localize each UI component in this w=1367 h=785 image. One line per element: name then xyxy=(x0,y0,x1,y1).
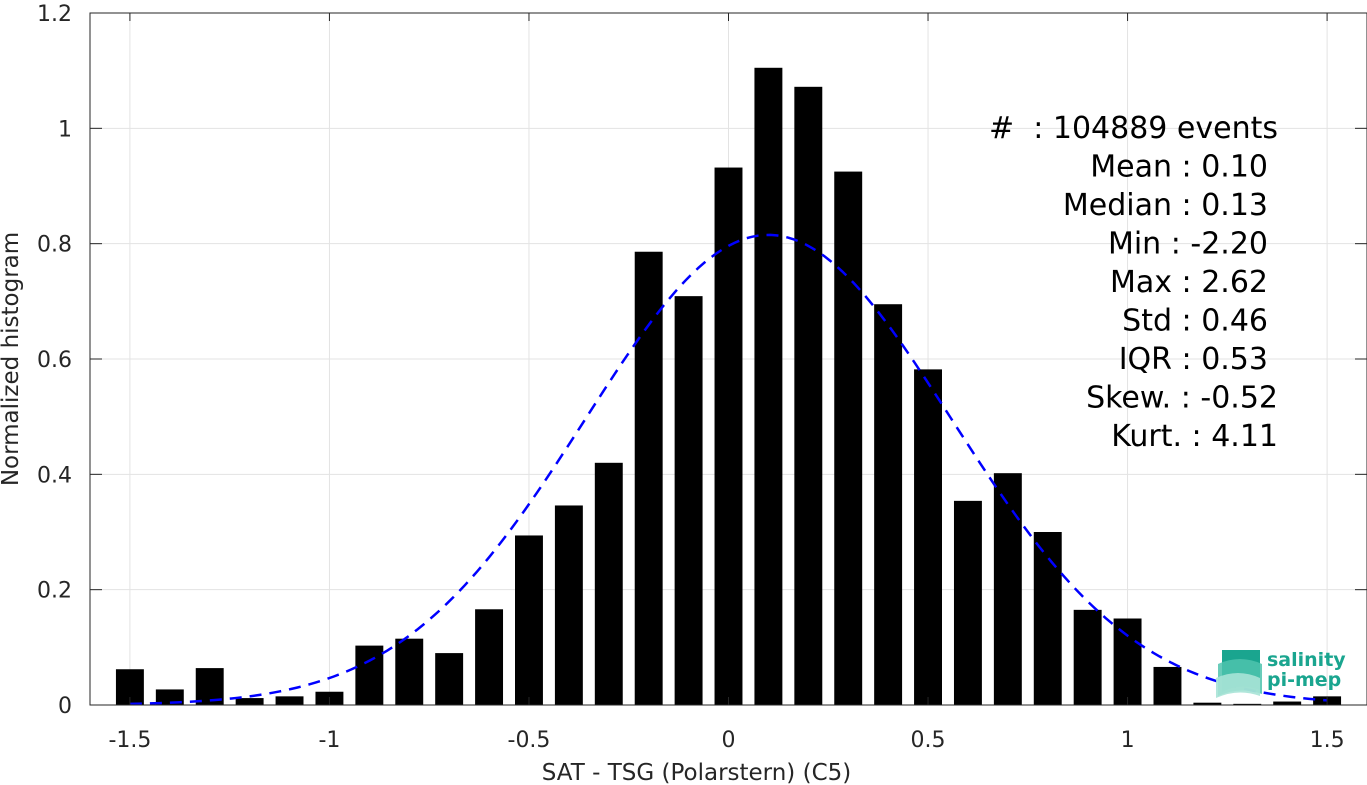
histogram-bar xyxy=(355,645,384,705)
logo-text-line1: salinity xyxy=(1267,649,1346,671)
histogram-bar xyxy=(1273,701,1302,705)
histogram-bar xyxy=(834,171,863,706)
histogram-bar xyxy=(515,535,543,705)
histogram-bar xyxy=(953,500,982,705)
histogram-bar xyxy=(395,638,424,705)
histogram-bar xyxy=(1073,609,1102,705)
histogram-bar xyxy=(674,296,703,705)
y-tick-label: 0 xyxy=(58,694,72,719)
stats-line: Mean : 0.10 xyxy=(1090,150,1268,185)
gaussian-fit-curve xyxy=(129,233,1328,706)
x-axis-label: SAT - TSG (Polarstern) (C5) xyxy=(542,760,851,785)
stats-line: IQR : 0.53 xyxy=(1119,342,1268,377)
x-tick-label: -1 xyxy=(318,728,340,753)
salinity-pi-mep-logo: salinity pi-mep xyxy=(1216,649,1346,698)
histogram-bar xyxy=(1193,702,1222,705)
histogram-bar xyxy=(594,462,623,705)
y-tick-label: 0.2 xyxy=(37,579,72,604)
x-tick-label: 0 xyxy=(722,728,736,753)
histogram-bar xyxy=(714,167,743,706)
histogram-bar xyxy=(554,505,583,705)
histogram-bar xyxy=(1033,532,1062,705)
y-tick-label: 1 xyxy=(58,117,72,142)
histogram-bar xyxy=(435,653,464,705)
stats-line: Skew. : -0.52 xyxy=(1086,381,1278,416)
stats-line: Kurt. : 4.11 xyxy=(1111,419,1278,454)
stats-line: Median : 0.13 xyxy=(1063,188,1268,223)
wave-icon xyxy=(1216,650,1262,698)
y-tick-labels: 0 0.2 0.4 0.6 0.8 1 1.2 xyxy=(37,2,72,719)
stats-line: Std : 0.46 xyxy=(1122,304,1268,339)
histogram-bar xyxy=(914,369,942,705)
histogram-bar xyxy=(1113,618,1142,705)
logo-text-line2: pi-mep xyxy=(1267,669,1341,691)
bars xyxy=(115,67,1342,706)
histogram-bar xyxy=(634,251,663,706)
y-tick-label: 0.4 xyxy=(37,463,72,488)
y-axis-label: Normalized histogram xyxy=(0,232,24,486)
x-tick-label: -1.5 xyxy=(108,728,151,753)
x-tick-label: -0.5 xyxy=(508,728,551,753)
histogram-bar xyxy=(874,304,903,705)
histogram-bar xyxy=(235,698,264,705)
histogram-bar xyxy=(155,689,184,705)
histogram-bar xyxy=(275,696,304,705)
y-tick-label: 1.2 xyxy=(37,2,72,27)
stats-line: Max : 2.62 xyxy=(1110,265,1268,300)
ticks xyxy=(90,12,1367,706)
histogram-bar xyxy=(475,609,504,705)
histogram-bar xyxy=(1233,703,1262,705)
stats-line: # : 104889 events xyxy=(989,111,1278,146)
x-tick-label: 1.5 xyxy=(1310,728,1345,753)
histogram-bar xyxy=(794,86,823,705)
histogram-bar xyxy=(1153,666,1182,705)
histogram-bar xyxy=(993,473,1022,705)
x-tick-labels: -1.5 -1 -0.5 0 0.5 1 1.5 xyxy=(108,728,1344,753)
x-tick-label: 1 xyxy=(1121,728,1135,753)
y-tick-label: 0.8 xyxy=(37,233,72,258)
stats-line: Min : -2.20 xyxy=(1108,227,1268,262)
histogram-bar xyxy=(754,67,783,706)
y-tick-label: 0.6 xyxy=(37,348,72,373)
x-tick-label: 0.5 xyxy=(911,728,946,753)
